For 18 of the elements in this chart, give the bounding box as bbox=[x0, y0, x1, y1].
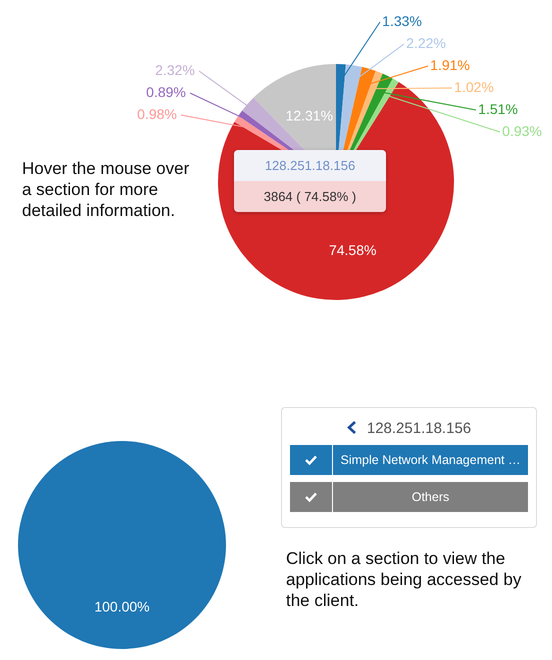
data-label: 1.33% bbox=[382, 13, 422, 29]
legend-title: 128.251.18.156 bbox=[366, 420, 472, 437]
data-label: 1.51% bbox=[478, 101, 518, 117]
text: Click on a section to view the applications being accessed by the client. bbox=[286, 548, 522, 611]
data-label: 100.00% bbox=[94, 598, 150, 614]
category-label: Others bbox=[412, 490, 450, 504]
data-label: 1.91% bbox=[430, 57, 470, 73]
data-label: 2.32% bbox=[155, 62, 195, 78]
data-label: 1.02% bbox=[454, 79, 494, 95]
legend-label: Simple Network Management … bbox=[333, 445, 528, 475]
data-label: 0.98% bbox=[137, 106, 177, 122]
text: Hover the mouse over a section for more detailed information. bbox=[22, 158, 190, 221]
data-label: 12.31% bbox=[286, 107, 334, 124]
data-label: 2.22% bbox=[406, 35, 446, 51]
data-label: 0.93% bbox=[502, 123, 542, 139]
data-label: 74.58% bbox=[328, 242, 376, 258]
data-label: 0.89% bbox=[146, 84, 186, 100]
slice-label: 128.251.18.156 bbox=[234, 150, 386, 181]
